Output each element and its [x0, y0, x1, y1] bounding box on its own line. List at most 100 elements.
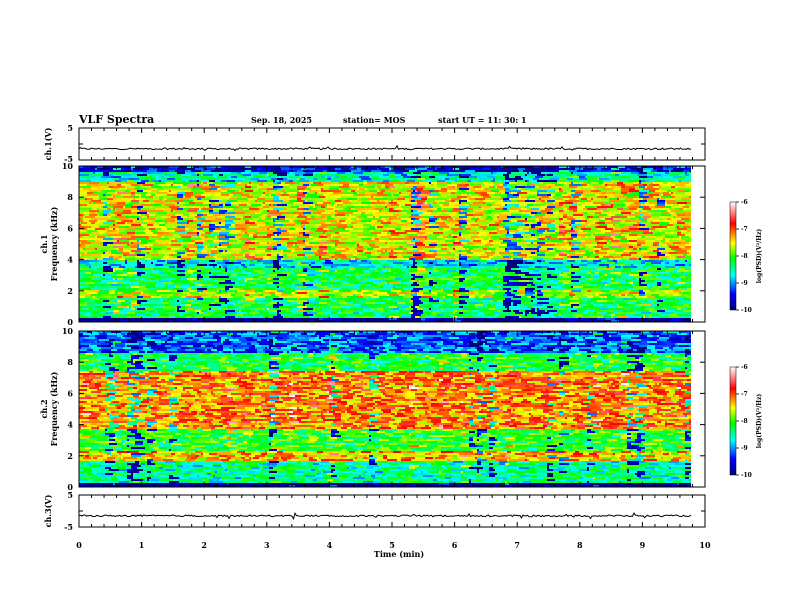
spectrogram-cell: [371, 170, 381, 173]
spectrogram-cell: [513, 178, 523, 181]
spectrogram-cell: [689, 222, 691, 225]
spectrogram-cell: [165, 176, 169, 179]
spectrogram-cell: [339, 220, 345, 223]
spectrogram-cell: [689, 224, 691, 227]
spectrogram-cell: [619, 210, 621, 213]
spectrogram-cell: [113, 246, 117, 249]
spectrogram-cell: [477, 234, 487, 237]
spectrogram-cell: [105, 252, 111, 255]
spectrogram-cell: [559, 254, 567, 257]
spectrogram-cell: [519, 194, 527, 197]
spectrogram-cell: [513, 252, 521, 255]
spectrogram-cell: [653, 186, 659, 189]
spectrogram-cell: [259, 196, 263, 199]
spectrogram-cell: [223, 174, 231, 177]
spectrogram-cell: [627, 168, 631, 171]
spectrogram-cell: [297, 244, 305, 247]
spectrogram-cell: [363, 182, 367, 185]
spectrogram-cell: [623, 206, 627, 209]
spectrogram-cell: [393, 250, 395, 253]
spectrogram-cell: [325, 204, 327, 207]
spectrogram-cell: [561, 220, 563, 223]
spectrogram-cell: [539, 218, 549, 221]
spectrogram-cell: [435, 188, 441, 191]
spectrogram-cell: [79, 184, 87, 187]
spectrogram-cell: [125, 176, 135, 179]
spectrogram-cell: [661, 196, 671, 199]
spectrogram-cell: [79, 200, 81, 203]
spectrogram-cell: [155, 176, 159, 179]
spectrogram-cell: [185, 260, 187, 263]
spectrogram-cell: [465, 214, 473, 217]
spectrogram-cell: [141, 186, 151, 189]
spectrogram-cell: [447, 260, 449, 263]
spectrogram-cell: [419, 240, 421, 243]
spectrogram-cell: [675, 200, 683, 203]
spectrogram-cell: [295, 168, 301, 171]
spectrogram-cell: [127, 192, 131, 195]
spectrogram-cell: [257, 182, 259, 185]
spectrogram-cell: [577, 174, 587, 177]
spectrogram-cell: [331, 250, 335, 253]
spectrogram-cell: [433, 230, 443, 233]
spectrogram-cell: [229, 198, 237, 201]
spectrogram-cell: [261, 168, 271, 171]
spectrogram-cell: [321, 214, 331, 217]
spectrogram-cell: [499, 246, 507, 249]
spectrogram-cell: [233, 208, 243, 211]
spectrogram-cell: [395, 242, 405, 245]
spectrogram-cell: [127, 254, 137, 257]
spectrogram-cell: [459, 232, 461, 235]
spectrogram-cell: [465, 234, 473, 237]
spectrogram-cell: [491, 196, 501, 199]
spectrogram-cell: [563, 212, 573, 215]
spectrogram-cell: [221, 222, 225, 225]
spectrogram-cell: [337, 246, 347, 249]
spectrogram-cell: [675, 208, 679, 211]
spectrogram-cell: [351, 208, 355, 211]
spectrogram-cell: [257, 190, 261, 193]
spectrogram-cell: [665, 232, 669, 235]
spectrogram-cell: [323, 254, 325, 257]
spectrogram-cell: [297, 192, 303, 195]
spectrogram-cell: [611, 186, 621, 189]
spectrogram-cell: [221, 256, 229, 259]
spectrogram-cell: [249, 210, 259, 213]
spectrogram-cell: [257, 172, 259, 175]
spectrogram-cell: [641, 216, 643, 219]
spectrogram-cell: [257, 236, 263, 239]
spectrogram-cell: [363, 174, 373, 177]
spectrogram-cell: [565, 252, 575, 255]
spectrogram-cell: [489, 224, 499, 227]
spectrogram-cell: [535, 198, 539, 201]
spectrogram-cell: [583, 190, 591, 193]
spectrogram-cell: [227, 178, 229, 181]
spectrogram-cell: [455, 214, 465, 217]
spectrogram-cell: [361, 182, 363, 185]
spectrogram-cell: [199, 180, 201, 183]
spectrogram-cell: [401, 188, 411, 191]
spectrogram-cell: [359, 192, 365, 195]
spectrogram-cell: [281, 192, 283, 195]
spectrogram-cell: [275, 174, 277, 177]
spectrogram-cell: [493, 174, 503, 177]
spectrogram-cell: [347, 234, 357, 237]
spectrogram-cell: [115, 210, 117, 213]
spectrogram-cell: [403, 178, 405, 181]
spectrogram-cell: [451, 216, 459, 219]
spectrogram-cell: [679, 226, 683, 229]
spectrogram-cell: [379, 166, 385, 169]
spectrogram-cell: [501, 222, 509, 225]
spectrogram-cell: [513, 236, 523, 239]
spectrogram-cell: [403, 246, 413, 249]
spectrogram-cell: [555, 256, 563, 259]
spectrogram-cell: [145, 232, 147, 235]
spectrogram-cell: [407, 252, 415, 255]
spectrogram-cell: [235, 228, 245, 231]
spectrogram-cell: [243, 174, 251, 177]
spectrogram-cell: [613, 258, 615, 261]
spectrogram-cell: [481, 190, 491, 193]
spectrogram-cell: [503, 184, 507, 187]
spectrogram-cell: [289, 170, 293, 173]
spectrogram-cell: [261, 176, 265, 179]
